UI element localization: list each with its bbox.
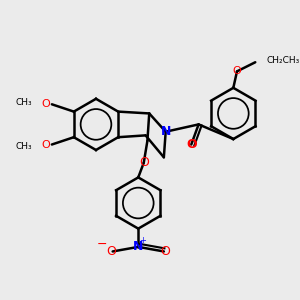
Text: +: + (140, 236, 146, 245)
Text: O: O (232, 66, 242, 76)
Text: O: O (139, 156, 149, 169)
Text: CH₂CH₃: CH₂CH₃ (266, 56, 299, 65)
Text: O: O (41, 140, 50, 149)
Text: CH₃: CH₃ (15, 98, 32, 107)
Text: O: O (186, 138, 196, 151)
Text: O: O (41, 99, 50, 109)
Text: N: N (160, 125, 171, 138)
Text: N: N (133, 240, 143, 254)
Text: −: − (96, 238, 107, 251)
Text: CH₃: CH₃ (15, 142, 32, 151)
Text: O: O (106, 245, 116, 258)
Text: O: O (161, 245, 171, 258)
